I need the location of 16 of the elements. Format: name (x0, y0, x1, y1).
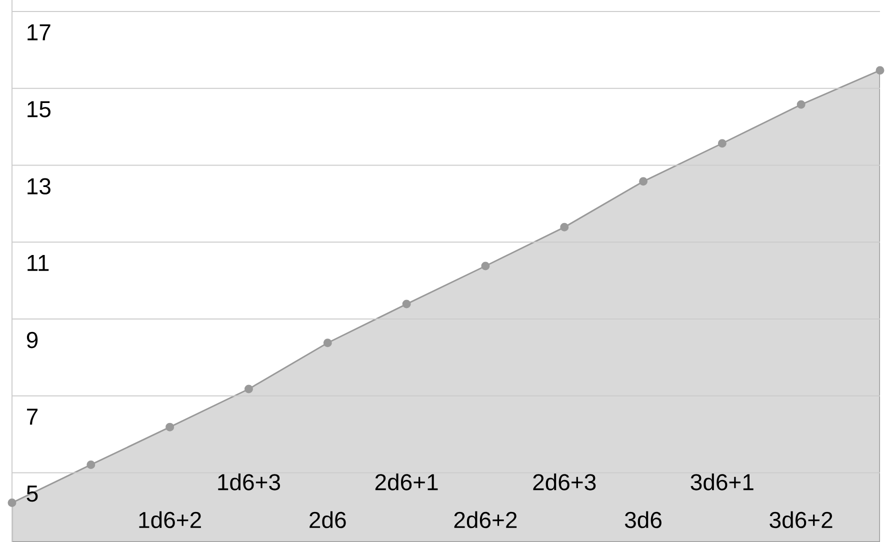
y-tick-label: 5 (26, 486, 38, 502)
x-tick-label: 3d6+1 (690, 473, 754, 490)
y-tick-label: 9 (26, 332, 38, 348)
x-tick-label: 2d6+1 (375, 473, 438, 490)
x-tick-label: 1d6+3 (218, 473, 280, 490)
x-tick-label: 2d6 (310, 511, 346, 528)
x-tick-label: 3d6 (624, 511, 662, 528)
y-tick-label: 13 (28, 178, 50, 194)
x-tick-label: 3d6+2 (770, 511, 832, 528)
y-tick-label: 7 (27, 408, 38, 425)
x-tick-label: 2d6+3 (533, 473, 596, 490)
y-tick-label: 11 (28, 255, 49, 271)
y-tick-label: 17 (28, 24, 50, 40)
x-tick-label: 2d6+2 (454, 511, 517, 528)
x-tick-label: 1d6+2 (139, 511, 201, 528)
y-tick-label: 15 (28, 101, 50, 118)
